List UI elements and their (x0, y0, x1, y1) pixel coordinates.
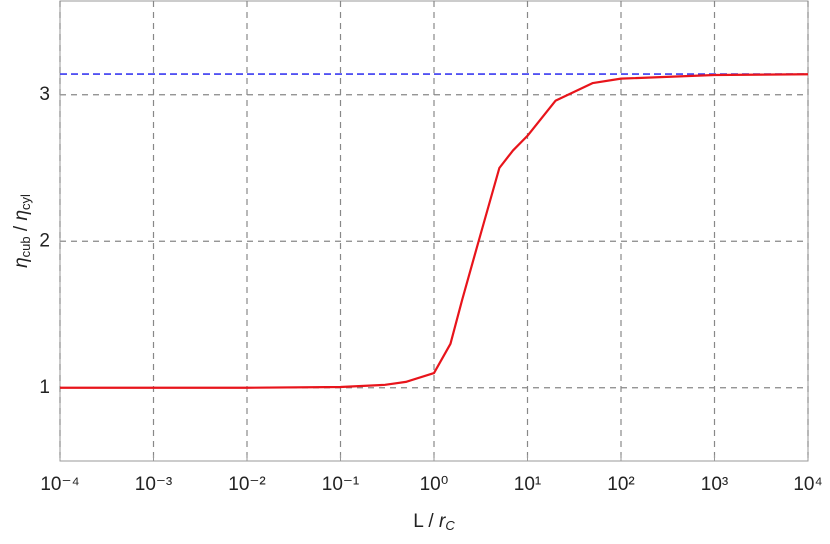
y-tick-label: 1 (39, 377, 50, 398)
x-tick-label: 10⁰ (420, 474, 449, 495)
x-tick-label: 10² (607, 474, 634, 495)
x-axis-label: L / rC (413, 511, 455, 533)
x-label-part: C (445, 518, 455, 533)
x-label-part: L / (413, 511, 439, 532)
y-label-part: / (11, 221, 32, 237)
y-tick-label: 2 (39, 230, 50, 251)
y-label-part: cub (18, 236, 33, 257)
x-tick-label: 10⁻⁴ (40, 474, 79, 495)
y-axis-label: ηcub / ηcyl (11, 194, 33, 268)
x-tick-label: 10¹ (514, 474, 541, 495)
x-tick-label: 10⁻³ (135, 474, 173, 495)
x-tick-label: 10³ (701, 474, 728, 495)
curve (60, 73, 809, 389)
y-label-part: η (11, 257, 32, 268)
x-label-part: r (439, 511, 446, 532)
x-tick-label: 10⁴ (793, 474, 822, 495)
y-label-part: cyl (18, 194, 33, 210)
y-tick-label: 3 (39, 84, 50, 105)
x-tick-label: 10⁻² (228, 474, 266, 495)
y-label-part: η (11, 210, 32, 221)
x-tick-label: 10⁻¹ (322, 474, 360, 495)
